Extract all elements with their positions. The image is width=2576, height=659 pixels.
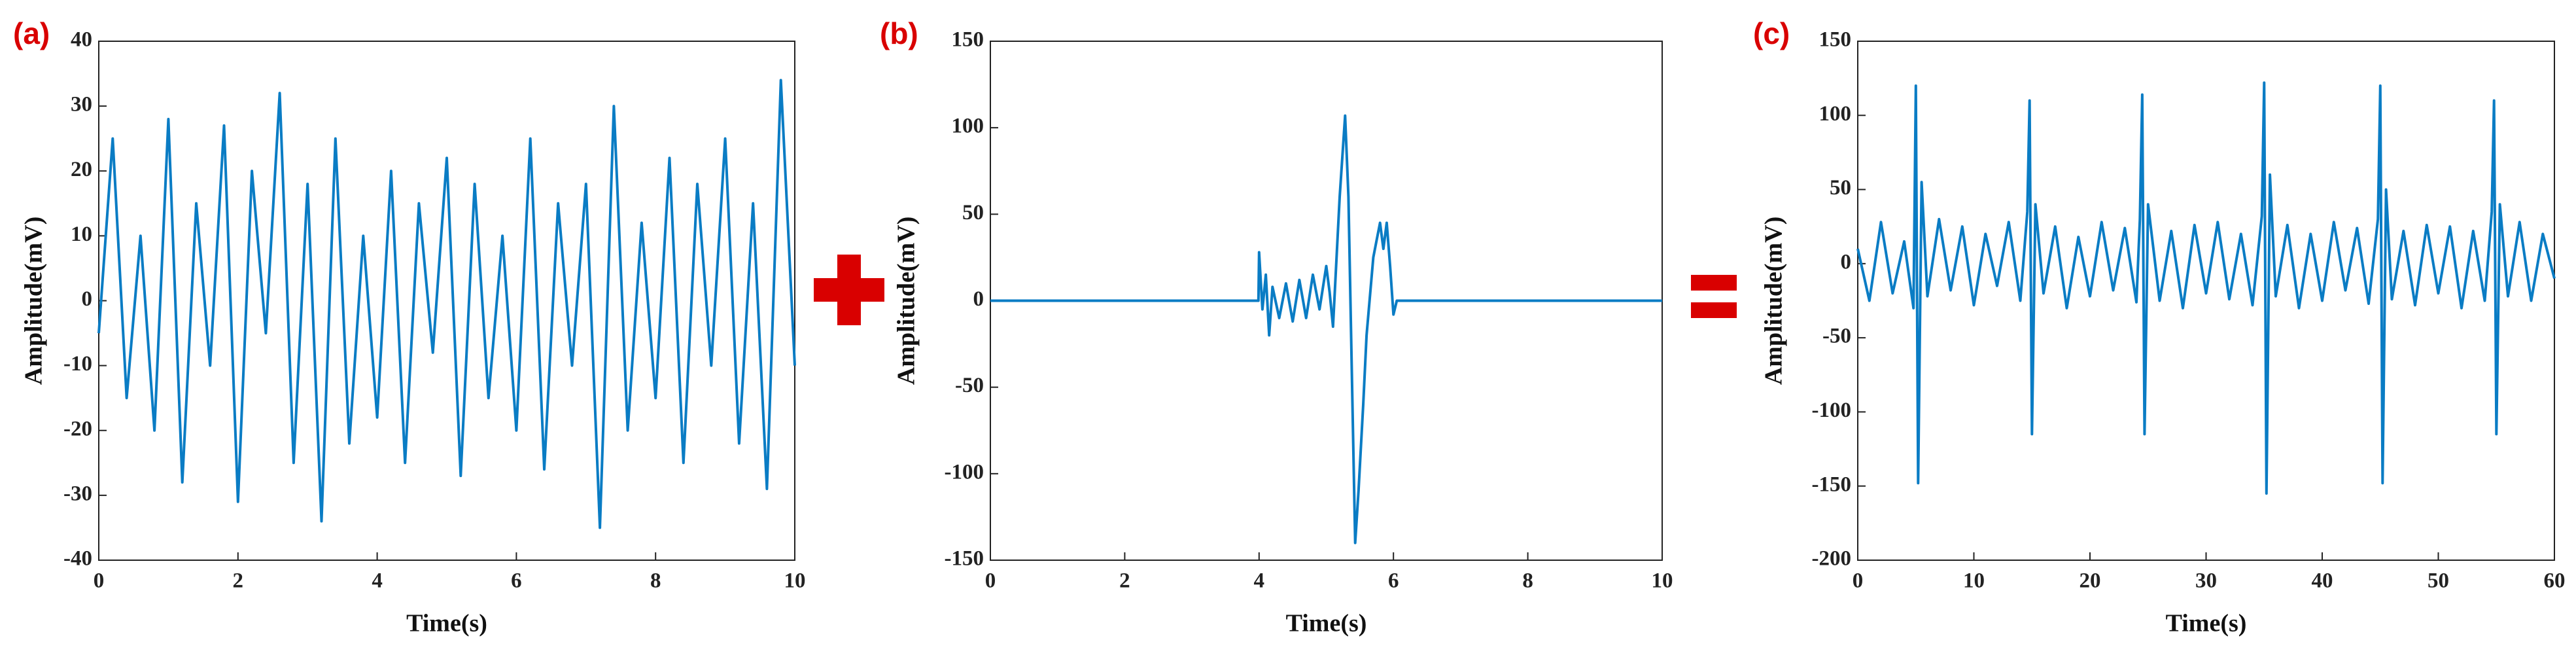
y-tick-label: 150 [952, 28, 984, 52]
x-axis-label: Time(s) [2166, 610, 2247, 637]
panel-label: (c) [1753, 16, 1790, 50]
x-tick-label: 10 [1963, 569, 1985, 593]
x-tick-label: 6 [1388, 569, 1399, 593]
signal-line [97, 79, 796, 529]
plus-bar [837, 255, 861, 325]
signal-line [990, 114, 1662, 544]
equals-bar [1691, 302, 1737, 318]
y-tick-label: 150 [1819, 28, 1852, 52]
x-tick-label: 6 [511, 569, 522, 593]
x-axis-label: Time(s) [1286, 610, 1367, 637]
y-tick-label: -50 [955, 374, 984, 397]
y-tick-label: 20 [71, 158, 92, 181]
x-tick-label: 20 [2080, 569, 2101, 593]
y-tick-label: 0 [1841, 250, 1852, 274]
y-tick-label: -150 [1812, 472, 1852, 496]
plot-area [1857, 41, 2555, 561]
x-tick-label: 10 [784, 569, 806, 593]
y-tick-label: 50 [1830, 176, 1851, 200]
y-tick-label: 0 [973, 287, 984, 311]
y-tick-label: -100 [1812, 399, 1852, 422]
panel: 0 2 4 6 8 10 -40 -30 -20 -10 0 10 20 30 40 Time(s) Ampli… [13, 16, 806, 637]
x-tick-label: 2 [233, 569, 244, 593]
x-tick-label: 8 [650, 569, 661, 593]
x-tick-label: 30 [2195, 569, 2217, 593]
x-tick-label: 2 [1119, 569, 1130, 593]
x-tick-label: 10 [1652, 569, 1673, 593]
equals-sign [1691, 275, 1737, 318]
x-tick-label: 8 [1522, 569, 1533, 593]
signal-line [1856, 81, 2556, 495]
y-tick-label: -20 [63, 417, 92, 440]
x-axis-label: Time(s) [406, 610, 487, 637]
y-axis-label: Amplitude(mV) [20, 217, 48, 385]
y-axis-label: Amplitude(mV) [1760, 217, 1788, 385]
y-tick-label: 50 [962, 201, 984, 224]
y-tick-label: -50 [1822, 325, 1851, 348]
panel-label: (a) [13, 16, 50, 50]
x-tick-label: 0 [1853, 569, 1864, 593]
y-tick-label: -10 [63, 352, 92, 376]
y-tick-label: 0 [82, 287, 93, 311]
y-tick-label: 10 [71, 223, 92, 246]
panel: 0 10 20 30 40 50 60 -200 -150 -100 -50 0 50 100 150 Tim… [1753, 16, 2566, 637]
x-tick-label: 0 [985, 569, 996, 593]
y-axis-label: Amplitude(mV) [893, 217, 920, 385]
y-tick-label: 40 [71, 28, 92, 52]
y-tick-label: 100 [952, 115, 984, 138]
equals-bar [1691, 275, 1737, 291]
y-tick-label: -200 [1812, 547, 1852, 571]
y-tick-label: -100 [945, 460, 984, 484]
panel: 0 2 4 6 8 10 -150 -100 -50 0 50 100 150 Time(s) Amplit… [880, 16, 1673, 637]
y-tick-label: -30 [63, 482, 92, 505]
x-tick-label: 60 [2544, 569, 2566, 593]
x-tick-label: 0 [94, 569, 105, 593]
x-tick-label: 4 [1254, 569, 1265, 593]
y-tick-label: -150 [945, 547, 984, 571]
y-tick-label: 30 [71, 93, 92, 116]
panel-label: (b) [880, 16, 918, 50]
x-tick-label: 40 [2312, 569, 2333, 593]
x-tick-label: 50 [2428, 569, 2449, 593]
y-tick-label: -40 [63, 547, 92, 571]
plus-sign [814, 255, 884, 325]
x-tick-label: 4 [372, 569, 383, 593]
y-tick-label: 100 [1819, 102, 1852, 126]
